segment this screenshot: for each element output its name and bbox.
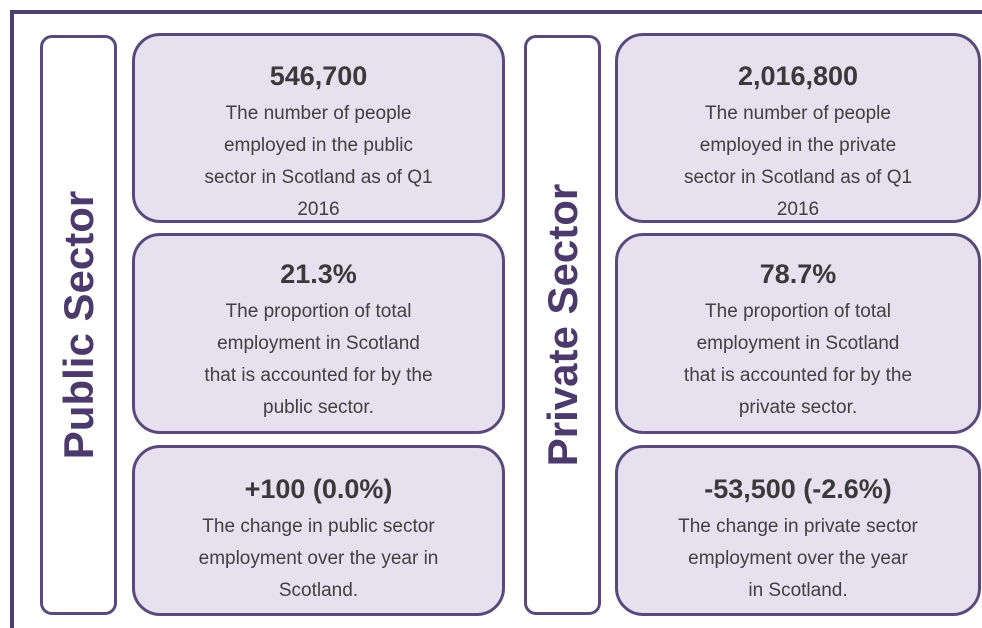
description-line: that is accounted for by the	[204, 365, 433, 386]
description-line: private sector.	[738, 397, 858, 418]
description-line: in Scotland.	[748, 580, 848, 601]
description-line: employment over the year in	[198, 548, 439, 569]
description-line: public sector.	[263, 397, 374, 418]
description-line: sector in Scotland as of Q1	[683, 167, 913, 188]
description-line: employment in Scotland	[217, 333, 420, 354]
section-label-box: Public Sector	[40, 35, 117, 615]
description-line: employed in the private	[699, 135, 897, 156]
description-line: employed in the public	[223, 135, 414, 156]
stat-description: The proportion of total employment in Sco…	[204, 296, 432, 424]
description-line: 2016	[776, 199, 820, 220]
section-label: Public Sector	[54, 190, 102, 460]
stat-description: The proportion of total employment in Sco…	[684, 296, 912, 424]
stat-card: 546,700 The number of people employed in t…	[132, 33, 505, 223]
description-line: that is accounted for by the	[683, 365, 913, 386]
section-label-box: Private Sector	[524, 35, 601, 615]
description-line: employment in Scotland	[696, 333, 900, 354]
stat-card: 2,016,800 The number of people employed in…	[615, 33, 981, 223]
stat-card: +100 (0.0%) The change in public sector em…	[132, 445, 505, 616]
stat-description: The number of people employed in the publ…	[204, 98, 432, 226]
description-line: 2016	[297, 199, 340, 220]
stat-description: The number of people employed in the priv…	[684, 98, 912, 226]
description-line: The number of people	[225, 103, 412, 124]
section-label: Private Sector	[538, 183, 586, 467]
description-line: sector in Scotland as of Q1	[204, 167, 433, 188]
description-line: The proportion of total	[705, 301, 891, 322]
stat-value: 78.7%	[759, 259, 837, 289]
description-line: The change in public sector	[202, 516, 435, 537]
description-line: The proportion of total	[225, 301, 412, 322]
description-line: Scotland.	[278, 580, 359, 601]
description-line: employment over the year	[688, 548, 908, 569]
frame	[10, 10, 982, 628]
stat-card: -53,500 (-2.6%) The change in private sec…	[615, 445, 981, 616]
stat-value: 2,016,800	[737, 61, 859, 91]
description-line: The number of people	[705, 103, 891, 124]
stat-description: The change in private sector employment o…	[678, 511, 918, 607]
stat-card: 21.3% The proportion of total employment i…	[132, 233, 505, 434]
stat-card: 78.7% The proportion of total employment i…	[615, 233, 981, 434]
stat-description: The change in public sector employment ov…	[199, 511, 439, 607]
stat-value: 546,700	[269, 61, 368, 91]
stat-value: 21.3%	[280, 259, 357, 289]
stat-value: -53,500 (-2.6%)	[704, 474, 892, 504]
stat-value: +100 (0.0%)	[244, 474, 393, 504]
description-line: The change in private sector	[678, 516, 918, 537]
